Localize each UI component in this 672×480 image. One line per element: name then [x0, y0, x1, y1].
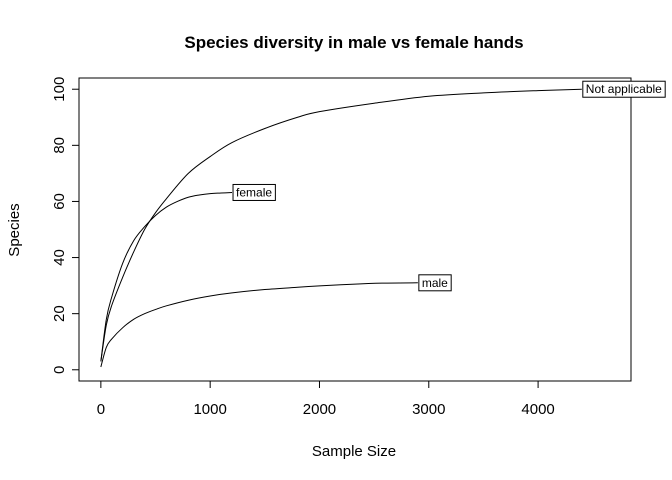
- series-line-not-applicable: [100, 88, 582, 362]
- x-axis: 0 1000 2000 3000 4000: [97, 380, 555, 418]
- y-tick-label: 20: [51, 305, 68, 322]
- y-tick-label: 60: [51, 193, 68, 210]
- x-axis-label: Sample Size: [312, 443, 396, 460]
- plot-area-frame: [78, 77, 632, 382]
- curve-label-text: male: [422, 276, 448, 290]
- curve-label-text: female: [236, 185, 272, 199]
- curve-label-not-applicable: Not applicable: [582, 80, 666, 98]
- curve-label-box: [232, 183, 276, 201]
- y-tick-label: 100: [51, 77, 68, 102]
- y-axis: 0 20 40 60 80 100: [51, 77, 80, 374]
- y-tick-label: 0: [51, 366, 68, 374]
- series-line-female: [100, 191, 233, 362]
- x-tick-label: 2000: [303, 401, 336, 418]
- y-tick-label: 40: [51, 249, 68, 266]
- series-line-male: [100, 282, 418, 368]
- curve-label-female: female: [232, 183, 276, 201]
- x-tick-label: 0: [97, 401, 105, 418]
- curve-labels: Not applicable female male: [232, 80, 666, 292]
- y-axis-label: Species: [6, 203, 23, 256]
- curve-label-male: male: [418, 274, 452, 292]
- curve-label-box: [582, 80, 666, 98]
- x-tick-label: 4000: [521, 401, 554, 418]
- curve-label-text: Not applicable: [586, 82, 662, 96]
- chart-title: Species diversity in male vs female hand…: [184, 33, 523, 52]
- x-tick-label: 1000: [193, 401, 226, 418]
- x-tick-label: 3000: [412, 401, 445, 418]
- curves: [100, 88, 582, 368]
- y-tick-label: 80: [51, 137, 68, 154]
- curve-label-box: [418, 274, 452, 292]
